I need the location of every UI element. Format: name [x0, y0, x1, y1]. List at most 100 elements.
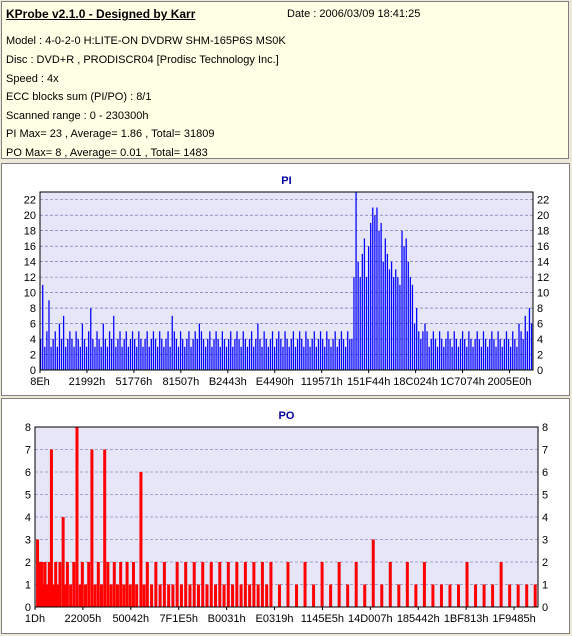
data-bar [413, 323, 416, 370]
data-bar [104, 339, 107, 370]
y-tick-label-left: 6 [25, 467, 31, 479]
data-bar [317, 339, 320, 370]
data-bar [81, 323, 84, 370]
data-bar [328, 339, 330, 370]
data-bar [186, 339, 188, 370]
data-bar [83, 339, 86, 370]
data-bar [136, 346, 138, 370]
data-bar [163, 346, 165, 370]
data-bar [228, 339, 230, 370]
data-bar [528, 308, 531, 370]
data-bar [215, 331, 217, 370]
data-bar [48, 300, 50, 370]
data-bar [465, 562, 469, 607]
data-bar [401, 230, 403, 370]
data-bar [248, 339, 251, 370]
info-range: Scanned range : 0 - 230300h [6, 110, 149, 122]
data-bar [140, 339, 142, 370]
data-bar [282, 346, 284, 370]
y-tick-label-right: 14 [537, 257, 549, 269]
data-bar [357, 261, 359, 370]
data-bar [431, 584, 435, 607]
data-bar [349, 339, 351, 370]
data-bar [196, 339, 198, 370]
pi-chart-panel: PI 0 0 2 2 4 4 6 6 8 8 10 10 12 12 14 14 16 16 18 18 20 20 22 22… [1, 163, 570, 396]
data-bar [173, 331, 175, 370]
data-bar [129, 339, 132, 370]
data-bar [221, 331, 223, 370]
x-tick-label: 1BF813h [444, 613, 489, 625]
data-bar [209, 331, 211, 370]
data-bar [309, 346, 311, 370]
data-bar [209, 562, 213, 607]
y-tick-label-right: 18 [537, 226, 549, 238]
data-bar [269, 339, 272, 370]
data-bar [117, 339, 119, 370]
data-bar [65, 346, 67, 370]
y-tick-label-right: 4 [537, 334, 543, 346]
data-bar [499, 562, 503, 607]
data-bar [218, 562, 222, 607]
data-bar [73, 346, 75, 370]
data-bar [47, 562, 51, 607]
data-bar [455, 339, 457, 370]
data-bar [244, 339, 246, 370]
data-bar [445, 339, 447, 370]
data-bar [148, 346, 150, 370]
data-bar [96, 562, 100, 607]
data-bar [171, 584, 175, 607]
y-tick-label-left: 20 [24, 210, 36, 222]
data-bar [188, 331, 190, 370]
data-bar [225, 346, 228, 370]
data-bar [103, 449, 107, 607]
data-bar [54, 562, 58, 607]
data-bar [478, 339, 480, 370]
data-bar [43, 562, 47, 607]
data-bar [231, 584, 235, 607]
data-bar [503, 339, 506, 370]
x-tick-label: 18C024h [393, 376, 438, 388]
data-bar [252, 562, 256, 607]
data-bar [409, 277, 412, 370]
data-bar [214, 584, 218, 607]
data-bar [145, 562, 149, 607]
data-bar [255, 339, 257, 370]
data-bar [79, 346, 81, 370]
data-bar [50, 346, 52, 370]
y-tick-label-left: 14 [24, 257, 36, 269]
scan-date: Date : 2006/03/09 18:41:25 [287, 8, 421, 20]
data-bar [248, 584, 252, 607]
data-bar [205, 584, 209, 607]
data-bar [499, 339, 501, 370]
data-bar [93, 584, 97, 607]
y-tick-label-left: 10 [24, 288, 36, 300]
y-tick-label-right: 20 [537, 210, 549, 222]
x-tick-label: 185442h [397, 613, 440, 625]
data-bar [405, 562, 409, 607]
data-bar [530, 323, 533, 370]
data-bar [371, 539, 375, 607]
data-bar [232, 346, 234, 370]
data-bar [77, 339, 79, 370]
data-bar [85, 346, 88, 370]
data-bar [447, 331, 449, 370]
x-tick-label: 81507h [162, 376, 199, 388]
data-bar [56, 584, 60, 607]
data-bar [146, 331, 148, 370]
data-bar [184, 346, 186, 370]
data-bar [131, 562, 135, 607]
data-bar [489, 339, 491, 370]
data-bar [464, 339, 466, 370]
data-bar [179, 331, 182, 370]
data-bar [491, 331, 493, 370]
data-bar [128, 584, 132, 607]
data-bar [167, 584, 171, 607]
data-bar [319, 331, 322, 370]
data-bar [397, 584, 401, 607]
data-bar [449, 339, 451, 370]
data-bar [395, 269, 397, 370]
data-bar [472, 346, 474, 370]
data-bar [240, 346, 242, 370]
data-bar [250, 331, 253, 370]
data-bar [131, 331, 134, 370]
